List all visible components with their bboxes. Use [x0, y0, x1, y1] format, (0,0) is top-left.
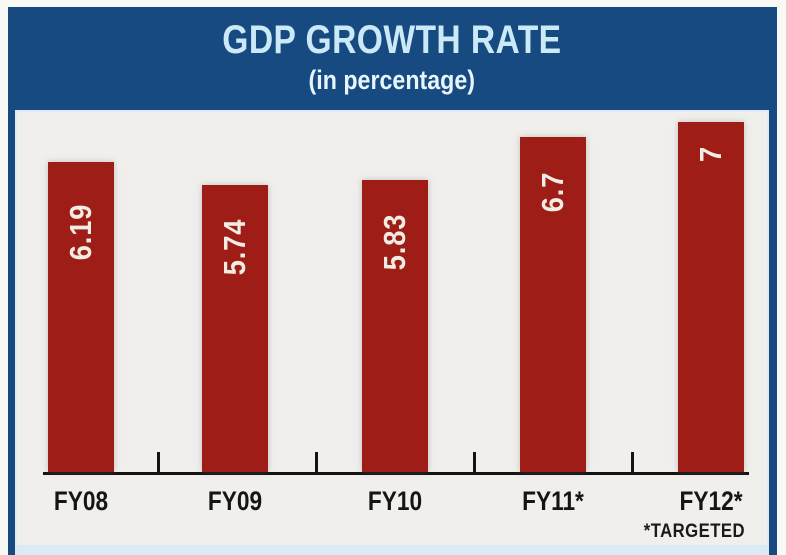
- bar-value-label-fy12: 7: [693, 145, 728, 163]
- axis-tick-1: [157, 452, 160, 473]
- chart-card: GDP GROWTH RATE (in percentage) *TARGETE…: [8, 7, 777, 555]
- bar-fy10: 5.83: [362, 180, 428, 472]
- x-axis-label-fy10: FY10: [367, 486, 423, 516]
- axis-tick-4: [631, 452, 634, 473]
- x-axis-label-fy12: FY12*: [679, 486, 743, 516]
- footer-strip: [15, 545, 769, 555]
- x-axis-label-fy09: FY09: [207, 486, 263, 516]
- bar-value-label-fy10: 5.83: [377, 213, 412, 271]
- x-axis-line: [43, 472, 749, 475]
- bar-value-band-fy11: 6.7: [520, 137, 586, 247]
- x-axis-label-fy11: FY11*: [522, 486, 584, 516]
- x-axis-label-fy08: FY08: [53, 486, 109, 516]
- bar-value-band-fy10: 5.83: [362, 180, 428, 304]
- bar-fy08: 6.19: [48, 162, 114, 472]
- chart-header: GDP GROWTH RATE (in percentage): [15, 7, 769, 110]
- plot-area: *TARGETED 6.19 FY08 5.74 FY09 5.83 FY10 6.7 FY1…: [15, 110, 769, 545]
- axis-tick-2: [315, 452, 318, 473]
- footnote-targeted: *TARGETED: [643, 521, 745, 542]
- bar-fy11: 6.7: [520, 137, 586, 472]
- chart-subtitle: (in percentage): [308, 65, 476, 95]
- bar-fy09: 5.74: [202, 185, 268, 472]
- chart-title: GDP GROWTH RATE: [222, 18, 562, 62]
- axis-tick-3: [473, 452, 476, 473]
- bar-value-label-fy11: 6.7: [534, 171, 570, 213]
- bar-fy12: 7: [678, 122, 744, 472]
- bar-value-band-fy09: 5.74: [202, 185, 268, 309]
- bar-value-band-fy12: 7: [678, 122, 744, 186]
- bar-value-label-fy08: 6.19: [63, 203, 98, 261]
- bar-value-label-fy09: 5.74: [217, 218, 252, 276]
- bar-value-band-fy08: 6.19: [48, 162, 114, 302]
